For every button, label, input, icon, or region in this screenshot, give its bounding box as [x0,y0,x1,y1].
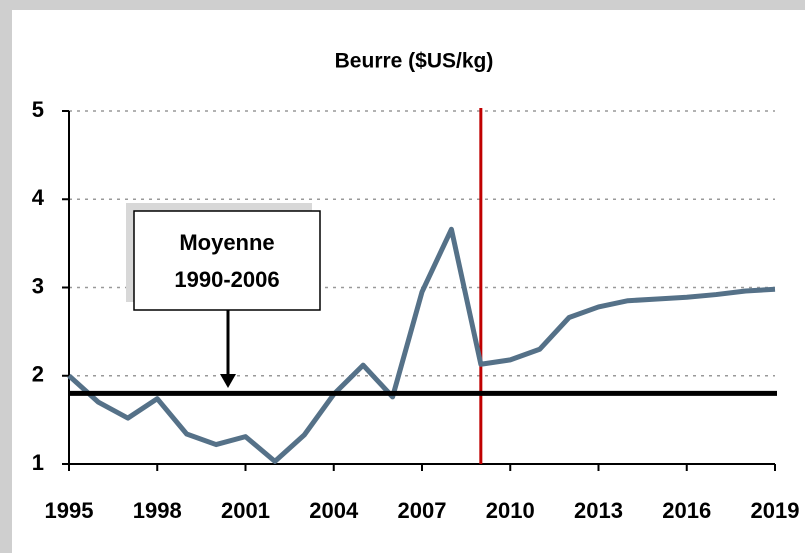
x-tick-label: 2001 [221,498,270,523]
annotation-text: 1990-2006 [174,267,279,292]
x-tick-label: 2013 [574,498,623,523]
x-tick-label: 2007 [398,498,447,523]
x-tick-label: 2010 [486,498,535,523]
x-tick-label: 1998 [133,498,182,523]
x-tick-label: 2019 [751,498,800,523]
y-tick-label: 5 [32,97,44,122]
y-tick-label: 3 [32,273,44,298]
y-tick-label: 4 [32,185,45,210]
annotation-text: Moyenne [179,230,274,255]
chart-title: Beurre ($US/kg) [335,50,494,73]
x-tick-label: 1995 [45,498,94,523]
x-tick-label: 2016 [662,498,711,523]
x-tick-label: 2004 [309,498,359,523]
data-line [67,226,776,464]
y-tick-label: 1 [32,450,44,475]
annotation-box [133,210,321,311]
annotation-arrowhead [220,374,236,388]
y-tick-label: 2 [32,362,44,387]
